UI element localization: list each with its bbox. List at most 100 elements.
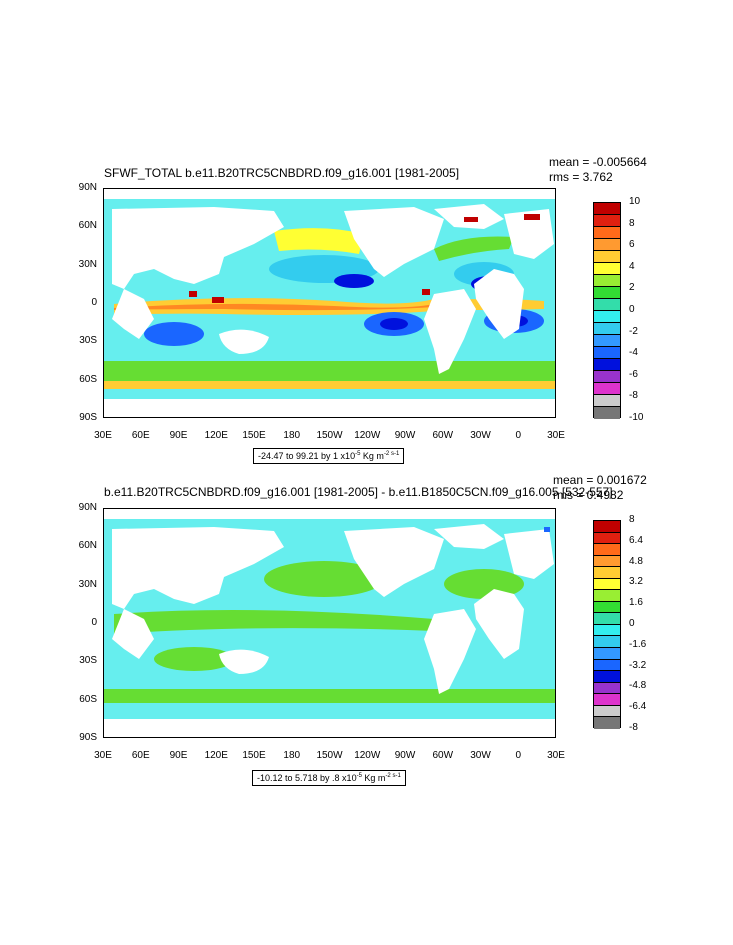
lon-tick-label: 120W [354,430,381,441]
colorbar-label: -8 [629,390,638,402]
colorbar-label: -6 [629,368,638,380]
world-map [103,188,556,418]
mean-stat: mean = -0.005664 [549,155,647,169]
range-exponent: -5 [356,773,362,779]
lat-tick-label: 30N [78,258,97,270]
lat-tick-label: 0 [91,617,97,628]
colorbar-swatch [594,227,620,239]
range-unit-exponent: -2 s-1 [383,451,400,457]
colorbar [593,202,621,419]
colorbar-swatch [594,682,620,695]
lon-tick-label: 60W [432,430,454,441]
colorbar-label: 0 [629,618,635,629]
colorbar-swatch [594,659,620,672]
mean-stat: mean = 0.001672 [553,473,647,487]
colorbar-label: 8 [629,514,635,525]
colorbar-swatch [594,590,620,602]
lat-tick-label: 90S [79,412,97,423]
map-panel-total: SFWF_TOTAL b.e11.B20TRC5CNBDRD.f09_g16.0… [0,150,733,480]
colorbar-swatch [594,613,620,625]
map-field [104,189,555,417]
colorbar-swatch [594,263,620,275]
rms-stat: rms = 0.4982 [553,488,624,502]
lon-tick-label: 90E [169,750,188,761]
panel-title: SFWF_TOTAL b.e11.B20TRC5CNBDRD.f09_g16.0… [104,166,460,180]
colorbar-swatch [594,636,620,649]
lon-tick-label: 90W [394,750,416,761]
lon-tick-label: 120W [354,750,381,761]
colorbar-label: -6.4 [629,701,647,713]
colorbar-swatch [594,671,620,683]
colorbar-swatch [594,532,620,545]
colorbar-swatch [594,555,620,568]
lon-tick-label: 150W [316,750,343,761]
colorbar-swatch [594,323,620,335]
colorbar-label: -2 [629,325,638,337]
contour-range-info: -10.12 to 5.718 by .8 x10-5 Kg m-2 s-1 [252,770,406,786]
colorbar-swatch [594,251,620,263]
lon-tick-label: 120E [204,750,228,761]
colorbar-swatch [594,567,620,579]
colorbar-swatch [594,275,620,287]
colorbar-swatch [594,521,620,533]
colorbar-label: 4.8 [629,555,643,567]
colorbar-swatch [594,203,620,215]
colorbar-swatch [594,578,620,591]
range-unit-exponent: -2 s-1 [385,773,401,779]
lon-tick-label: 180 [283,750,301,761]
contour-range-info: -24.47 to 99.21 by 1 x10-5 Kg m-2 s-1 [253,448,405,464]
colorbar-label: -8 [629,722,638,733]
colorbar-swatch [594,383,620,395]
lat-tick-label: 30N [78,578,97,590]
colorbar-swatch [594,287,620,299]
colorbar-swatch [594,601,620,614]
lat-tick-label: 90S [79,732,97,743]
colorbar-swatch [594,371,620,383]
lon-tick-label: 30E [547,430,565,441]
colorbar-label: 0 [629,304,635,315]
colorbar-label: -3.2 [629,659,647,671]
lon-tick-label: 0 [515,430,522,441]
lat-tick-label: 90N [78,182,97,193]
lon-tick-label: 90W [394,430,416,441]
colorbar-swatch [594,694,620,706]
map-panel-difference: b.e11.B20TRC5CNBDRD.f09_g16.001 [1981-20… [0,470,733,800]
colorbar-label: 1.6 [629,597,643,609]
lon-tick-label: 30W [470,750,491,761]
colorbar-label: 4 [629,260,635,272]
colorbar-swatch [594,347,620,359]
lon-tick-label: 150E [242,750,266,761]
lat-tick-label: 60N [78,540,97,552]
colorbar [593,520,621,729]
lon-tick-label: 150E [242,430,266,441]
colorbar-swatch [594,624,620,637]
lat-tick-label: 60S [79,373,97,385]
lat-tick-label: 90N [78,502,97,513]
colorbar-label: 6.4 [629,534,643,546]
lon-tick-label: 30E [94,430,112,441]
lat-tick-label: 60S [79,693,97,705]
range-text: -24.47 to 99.21 by 1 x10 [258,451,356,461]
range-unit: Kg m [361,773,386,783]
colorbar-label: -4.8 [629,680,647,692]
lat-tick-label: 0 [91,297,97,308]
colorbar-label: -1.6 [629,638,647,650]
colorbar-swatch [594,648,620,660]
lon-tick-label: 60W [432,750,454,761]
colorbar-label: 3.2 [629,576,643,588]
lon-tick-label: 30E [94,750,112,761]
lat-tick-label: 60N [78,220,97,232]
panel-title: b.e11.B20TRC5CNBDRD.f09_g16.001 [1981-20… [104,485,613,499]
lon-tick-label: 120E [204,430,228,441]
colorbar-swatch [594,359,620,371]
colorbar-label: 10 [629,196,641,207]
colorbar-label: -10 [629,412,644,423]
colorbar-swatch [594,544,620,556]
lon-tick-label: 150W [316,430,343,441]
rms-stat: rms = 3.762 [549,170,613,184]
lon-tick-label: 180 [283,430,301,441]
colorbar-label: 2 [629,282,635,294]
colorbar-swatch [594,335,620,347]
range-text: -10.12 to 5.718 by .8 x10 [257,773,357,783]
lon-tick-label: 0 [515,750,522,761]
